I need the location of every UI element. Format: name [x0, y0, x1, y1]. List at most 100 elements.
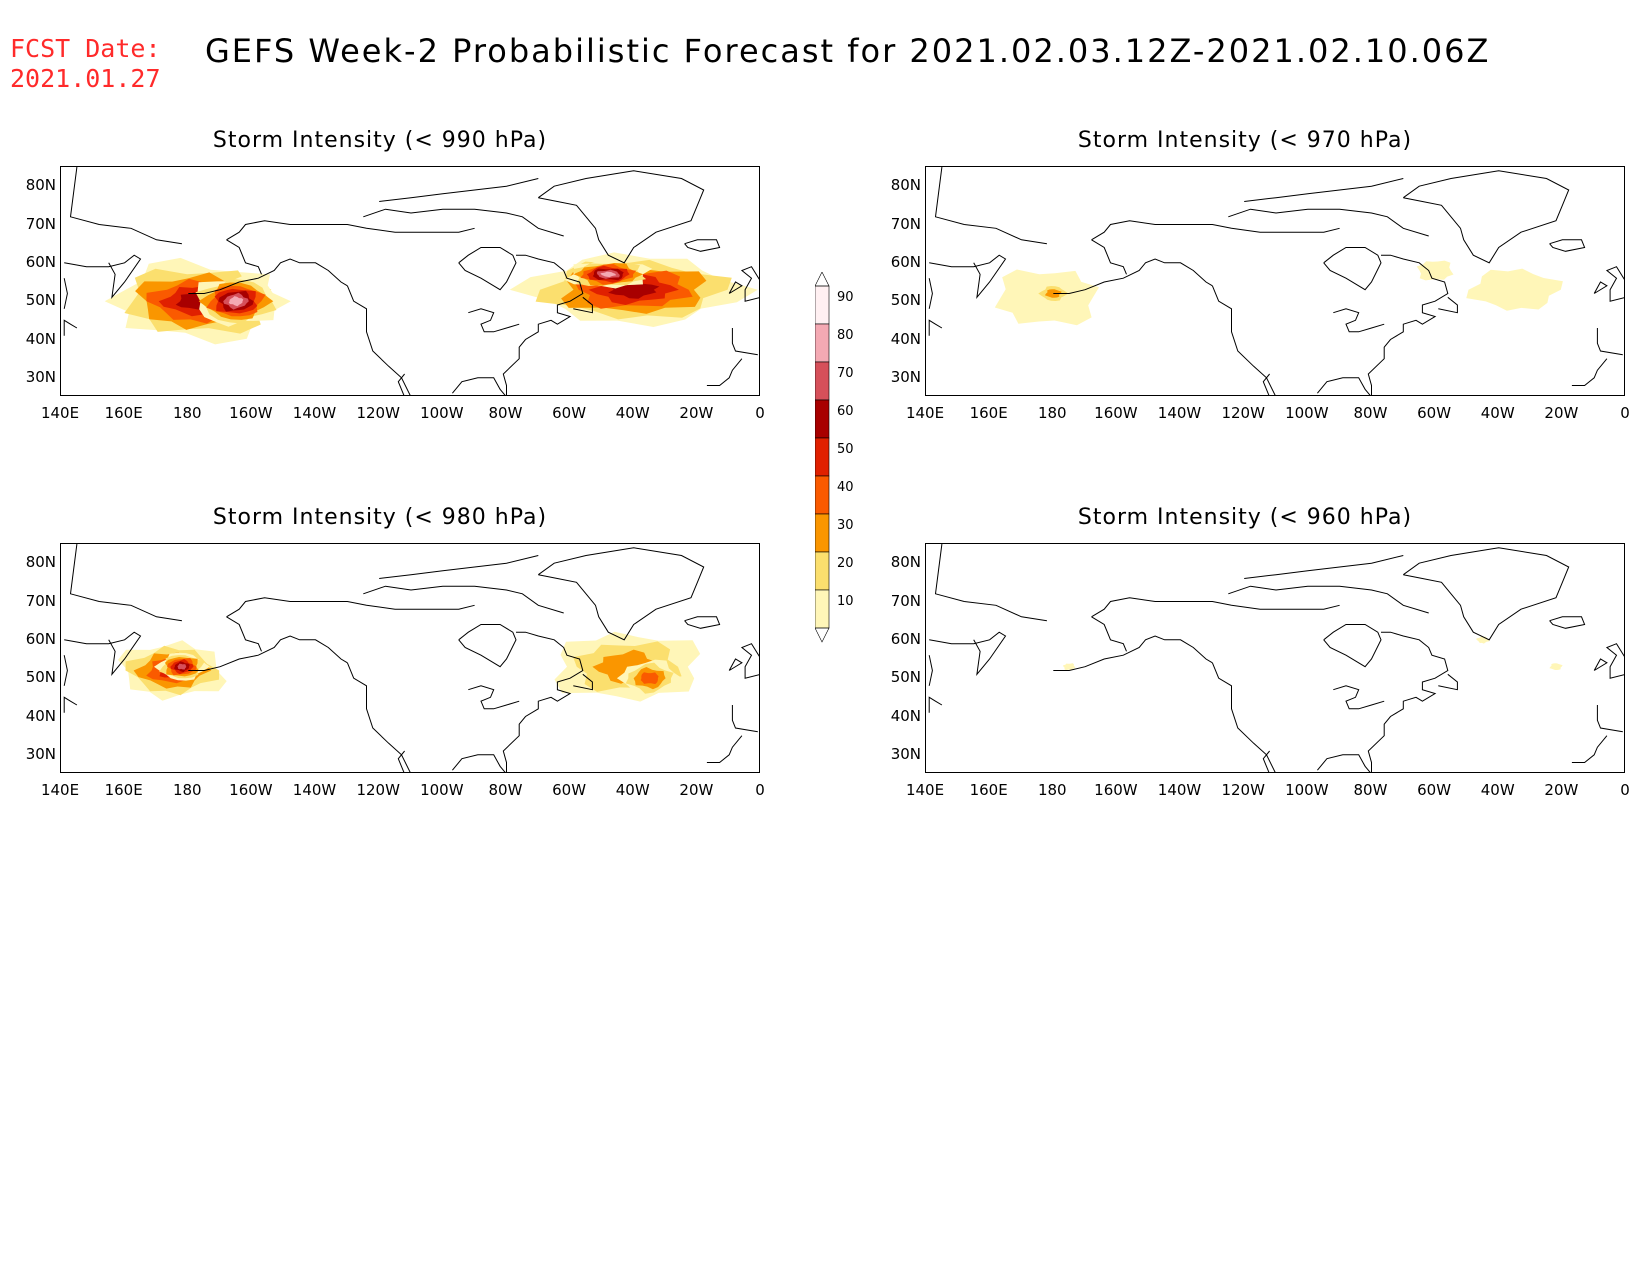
colorbar-label: 70: [837, 366, 854, 381]
coastline: [1596, 328, 1623, 356]
coastline: [1549, 239, 1586, 252]
coastline: [731, 328, 758, 356]
coastline: [1091, 239, 1127, 275]
coastline: [1605, 266, 1624, 302]
lon-label: 20W: [679, 781, 714, 799]
map-990: [60, 166, 760, 396]
coastline: [188, 258, 348, 294]
coastline: [929, 254, 1007, 299]
lat-label: 60N: [890, 629, 921, 648]
lon-label: 180: [1037, 404, 1067, 422]
coastline: [573, 296, 593, 314]
lon-label: 120W: [356, 781, 400, 799]
coastline: [63, 319, 78, 336]
coastline: [69, 544, 182, 622]
colorbar-label: 90: [837, 290, 854, 305]
lon-label: 80W: [488, 404, 523, 422]
lon-label: 40W: [1480, 404, 1515, 422]
coastline: [1053, 258, 1213, 294]
lat-label: 60N: [890, 252, 921, 271]
coastline: [1244, 555, 1404, 579]
coastline: [452, 631, 584, 772]
coastline: [1605, 643, 1624, 679]
coastline: [379, 555, 539, 579]
coastline: [934, 544, 1047, 622]
panel-title: Storm Intensity (< 990 hPa): [212, 128, 548, 153]
coastline: [226, 616, 262, 652]
coastline: [706, 735, 743, 763]
lat-label: 30N: [890, 744, 921, 763]
coastline: [1091, 616, 1127, 652]
coastline: [928, 655, 933, 686]
coastline: [226, 239, 262, 275]
lon-label: 60W: [1417, 404, 1452, 422]
probability-contour: [1044, 289, 1062, 298]
lon-label: 180: [1037, 781, 1067, 799]
panel-980: Storm Intensity (< 980 hPa) 80N 70N 60N 50N…: [0, 505, 765, 825]
coastline: [1211, 662, 1276, 772]
coastline: [188, 635, 348, 671]
coastline: [379, 178, 539, 202]
coastline: [1262, 373, 1270, 395]
colorbar-swatch: [815, 323, 830, 363]
lat-label: 80N: [25, 176, 56, 195]
lon-label: 160E: [104, 781, 143, 799]
colorbar-label: 20: [837, 556, 854, 571]
lon-label: 140E: [905, 781, 945, 799]
lon-label: 140W: [1157, 781, 1202, 799]
lon-label: 140E: [40, 781, 80, 799]
lat-label: 40N: [25, 706, 56, 725]
coastline: [1091, 220, 1340, 241]
coastline: [363, 208, 564, 237]
coastline: [538, 170, 705, 264]
colorbar-swatch: [815, 361, 830, 401]
lat-label: 30N: [25, 367, 56, 386]
lat-label: 50N: [25, 291, 56, 310]
coastline: [573, 673, 593, 691]
colorbar-end: [815, 627, 830, 643]
coastline: [397, 750, 405, 772]
coastline: [934, 167, 1047, 245]
coastline: [1593, 281, 1608, 294]
lon-label: 20W: [679, 404, 714, 422]
coastline: [928, 278, 933, 309]
lon-label: 80W: [488, 781, 523, 799]
panel-title: Storm Intensity (< 960 hPa): [1077, 505, 1413, 530]
coastline: [63, 278, 68, 309]
lat-label: 50N: [890, 291, 921, 310]
coastline: [1403, 547, 1570, 641]
coastline: [740, 643, 759, 679]
coastline: [1323, 247, 1382, 291]
colorbar-swatch: [815, 551, 830, 591]
panel-970: Storm Intensity (< 970 hPa) 80N 70N 60N 50N…: [865, 128, 1630, 448]
map-960: [925, 543, 1625, 773]
probability-contour: [177, 663, 187, 670]
lat-label: 70N: [890, 214, 921, 233]
lon-label: 180: [172, 781, 202, 799]
lat-label: 70N: [25, 591, 56, 610]
coastline: [1596, 705, 1623, 733]
coastline: [684, 616, 721, 629]
probability-contour: [1549, 663, 1563, 670]
coastline: [468, 685, 520, 710]
lon-label: 160W: [1094, 781, 1138, 799]
coastline: [1053, 635, 1213, 671]
lon-label: 140W: [1157, 404, 1202, 422]
coastline: [1317, 254, 1449, 395]
panel-title: Storm Intensity (< 980 hPa): [212, 505, 548, 530]
colorbar-swatch: [815, 589, 830, 629]
lat-label: 70N: [890, 591, 921, 610]
lat-label: 50N: [25, 668, 56, 687]
coastline: [458, 247, 517, 291]
colorbar-label: 30: [837, 518, 854, 533]
coastline: [226, 220, 475, 241]
lon-label: 160E: [969, 404, 1008, 422]
lat-label: 30N: [890, 367, 921, 386]
lon-label: 140E: [905, 404, 945, 422]
lon-label: 160E: [969, 781, 1008, 799]
probability-contour: [640, 672, 659, 685]
coastline: [1262, 750, 1270, 772]
coastline: [929, 631, 1007, 676]
forecast-date: FCST Date: 2021.01.27: [10, 34, 161, 94]
coastline: [63, 696, 78, 713]
